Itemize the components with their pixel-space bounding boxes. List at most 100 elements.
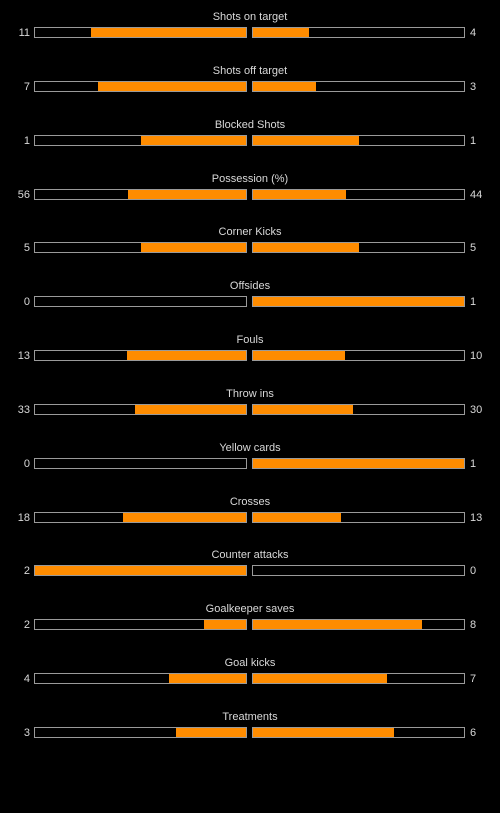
away-bar — [252, 27, 465, 38]
home-bar-fill — [98, 81, 246, 91]
away-bar — [252, 673, 465, 685]
home-value: 2 — [23, 619, 30, 632]
stat-label: Blocked Shots — [214, 118, 286, 131]
home-bar — [34, 673, 247, 685]
home-bar-fill — [175, 727, 246, 737]
away-bar-fill — [253, 727, 394, 737]
stat-label: Crosses — [229, 495, 271, 508]
away-bar — [252, 350, 465, 362]
stat-label: Corner Kicks — [218, 226, 282, 239]
home-value: 5 — [23, 242, 30, 255]
away-bar — [252, 457, 465, 469]
match-stats-list: Shots on target 1 1 4 Shots off target 7 3 Bloc… — [0, 10, 500, 764]
home-bar — [34, 27, 247, 38]
away-value: 7 — [470, 673, 477, 686]
home-bar-fill — [126, 351, 246, 361]
away-value: 6 — [470, 726, 477, 739]
stat-label: Possession (%) — [211, 172, 289, 185]
stat-row: Goal kicks 4 7 — [0, 656, 500, 710]
away-bar-fill — [253, 297, 464, 307]
home-value: 7 — [23, 80, 30, 93]
stat-row: Blocked Shots 1 1 — [0, 118, 500, 172]
home-value: 13 — [17, 350, 30, 363]
stat-label: Throw ins — [226, 387, 274, 400]
away-value: 30 — [470, 403, 483, 416]
stat-row: Crosses 18 13 — [0, 495, 500, 549]
home-bar — [34, 296, 247, 308]
home-bar-fill — [123, 512, 246, 522]
away-bar-fill — [253, 674, 388, 684]
home-bar — [34, 726, 247, 738]
away-bar-fill — [253, 458, 464, 468]
away-value: 1 — [470, 457, 477, 470]
away-bar — [252, 80, 465, 92]
stat-label: Goalkeeper saves — [205, 603, 295, 616]
away-bar — [252, 134, 465, 146]
stat-label: Shots on target — [212, 11, 288, 23]
stat-label: Offsides — [229, 280, 271, 293]
home-bar — [34, 350, 247, 362]
stat-row: Treatments 3 6 — [0, 710, 500, 764]
away-value: 10 — [470, 350, 483, 363]
home-bar — [34, 80, 247, 92]
stat-label: Yellow cards — [219, 441, 281, 454]
away-bar-fill — [253, 620, 422, 630]
away-value: 13 — [470, 511, 483, 524]
home-bar-fill — [140, 243, 246, 253]
home-bar-fill — [169, 674, 246, 684]
away-value: 5 — [470, 242, 477, 255]
away-bar-fill — [253, 351, 345, 361]
away-bar-fill — [253, 404, 354, 414]
home-bar — [34, 565, 247, 577]
stat-row: Possession (%) 56 44 — [0, 172, 500, 226]
away-value: 4 — [470, 27, 477, 39]
stat-label: Fouls — [236, 334, 264, 347]
away-bar — [252, 188, 465, 200]
home-bar — [34, 188, 247, 200]
away-bar — [252, 511, 465, 523]
home-bar-fill — [135, 404, 246, 414]
away-value: 3 — [470, 80, 477, 93]
home-bar — [34, 242, 247, 254]
home-value: 3 — [23, 726, 30, 739]
home-value: 33 — [17, 403, 30, 416]
stat-label: Shots off target — [212, 64, 288, 77]
away-bar — [252, 619, 465, 631]
home-bar-fill — [203, 620, 246, 630]
home-value: 4 — [23, 673, 30, 686]
home-bar-fill — [35, 566, 246, 576]
away-value: 44 — [470, 188, 483, 201]
away-bar-fill — [253, 189, 346, 199]
away-bar — [252, 726, 465, 738]
stat-label: Treatments — [222, 710, 278, 723]
home-bar-fill — [127, 189, 246, 199]
away-bar — [252, 403, 465, 415]
stat-row: Counter attacks 2 0 — [0, 548, 500, 602]
away-value: 1 — [470, 296, 477, 309]
stat-label: Counter attacks — [211, 549, 289, 562]
away-bar-fill — [253, 135, 359, 145]
home-bar-fill — [140, 135, 246, 145]
stat-row: Shots off target 7 3 — [0, 64, 500, 118]
stat-label: Goal kicks — [224, 657, 276, 670]
home-value: 18 — [17, 511, 30, 524]
away-bar — [252, 242, 465, 254]
away-value: 1 — [470, 134, 477, 147]
away-value: 8 — [470, 619, 477, 632]
stat-row: Goalkeeper saves 2 8 — [0, 602, 500, 656]
home-bar-fill — [91, 28, 246, 37]
home-bar — [34, 511, 247, 523]
away-bar-fill — [253, 512, 342, 522]
away-bar-fill — [253, 81, 317, 91]
stat-row: Corner Kicks 5 5 — [0, 225, 500, 279]
stat-row: Fouls 13 10 — [0, 333, 500, 387]
home-value: 0 — [23, 296, 30, 309]
away-bar-fill — [253, 243, 359, 253]
stat-row: Throw ins 33 30 — [0, 387, 500, 441]
away-bar-fill — [253, 28, 310, 37]
stat-row: Yellow cards 0 1 — [0, 441, 500, 495]
home-bar — [34, 619, 247, 631]
stat-row: Offsides 0 1 — [0, 279, 500, 333]
home-bar — [34, 134, 247, 146]
away-bar — [252, 565, 465, 577]
